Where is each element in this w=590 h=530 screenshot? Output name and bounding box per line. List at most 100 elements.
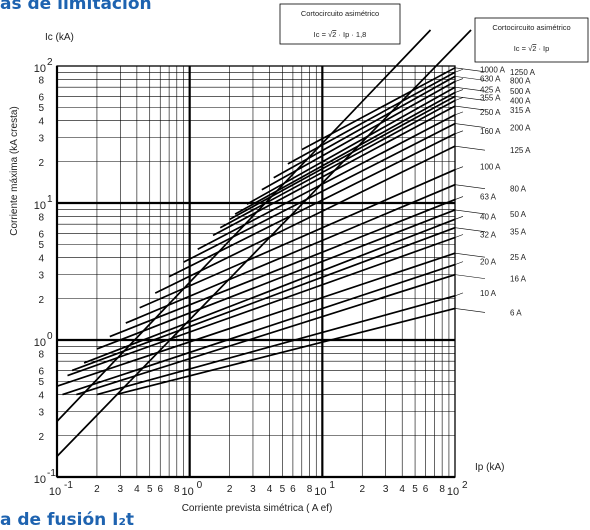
curve-leader <box>454 76 486 81</box>
x-axis-label: Corriente prevista simétrica ( A ef) <box>182 503 333 514</box>
curve-label: 100 A <box>480 163 501 172</box>
x-tick-label: 8 <box>439 484 445 495</box>
x-tick-exponent: 1 <box>329 480 335 491</box>
x-tick-exponent: 0 <box>197 480 203 491</box>
y-tick-label: 5 <box>38 240 44 251</box>
y-tick-label: 5 <box>38 103 44 114</box>
fuse-curve <box>301 67 456 151</box>
fuse-curve <box>154 145 456 294</box>
y-tick-label: 4 <box>38 117 44 128</box>
curve-label: 1250 A <box>510 68 536 77</box>
section-heading-top: as de limitación <box>0 0 152 14</box>
y-tick-label: 2 <box>38 158 44 169</box>
x-tick-label: 10 <box>447 486 459 498</box>
x-tick-label: 4 <box>267 484 273 495</box>
x-tick-label: 5 <box>280 484 286 495</box>
curve-label: 6 A <box>510 308 522 317</box>
y-tick-label: 3 <box>38 271 44 282</box>
curve-label: 40 A <box>480 212 497 221</box>
x-tick-label: 2 <box>227 484 233 495</box>
curve-label: 160 A <box>480 127 501 136</box>
y-tick-label: 5 <box>38 377 44 388</box>
curve-leader <box>454 111 464 116</box>
fuse-curve <box>139 168 456 309</box>
fuse-curve <box>246 86 456 205</box>
y-tick-label: 3 <box>38 408 44 419</box>
curve-label: 63 A <box>480 193 497 202</box>
fuse-curve <box>109 198 456 338</box>
curve-leader <box>454 234 464 238</box>
y-axis-label: Corriente máxima (kA cresta) <box>9 106 20 235</box>
curve-leader <box>454 292 464 297</box>
x-tick-label: 5 <box>147 484 153 495</box>
fuse-curve <box>76 273 456 396</box>
curve-leader <box>454 166 464 170</box>
asymptote-lines <box>56 29 472 457</box>
fuse-curve <box>125 183 456 324</box>
curve-label: 500 A <box>510 87 531 96</box>
plot-frame <box>56 65 456 478</box>
asymptote-line <box>56 29 472 457</box>
curve-labels: 6 A 10 A 16 A 20 A 25 A 32 A 35 A 40 A 50 A 63 A 8… <box>454 65 536 317</box>
y-tick-label: 6 <box>38 366 44 377</box>
curve-leader <box>454 184 486 190</box>
x-tick-label: 5 <box>412 484 418 495</box>
fuse-curve <box>96 209 456 350</box>
y-tick-label: 8 <box>38 75 44 86</box>
curve-label: 50 A <box>510 210 527 219</box>
y-tick-label: 3 <box>38 134 44 145</box>
x-unit-label: Ip (kA) <box>475 462 504 473</box>
curve-label: 250 A <box>480 108 501 117</box>
x-tick-label: 2 <box>359 484 365 495</box>
x-tick-label: 6 <box>290 484 296 495</box>
curve-leader <box>454 105 486 111</box>
curve-label: 800 A <box>510 76 531 85</box>
fuse-curve <box>56 252 456 388</box>
curve-label: 630 A <box>480 75 501 84</box>
fuse-curve <box>67 236 456 377</box>
y-tick-label: 2 <box>38 295 44 306</box>
x-tick-label: 10 <box>182 486 194 498</box>
curve-label: 35 A <box>510 228 527 237</box>
curve-leader <box>454 86 486 92</box>
x-tick-label: 6 <box>423 484 429 495</box>
series-lines <box>56 67 456 396</box>
curve-label: 20 A <box>480 258 497 267</box>
fuse-curve <box>229 95 456 221</box>
fuse-curve <box>71 226 456 372</box>
curve-leader <box>454 67 486 73</box>
curve-leader <box>454 227 486 233</box>
y-tick-label: 10 <box>34 337 46 349</box>
x-tick-label: 8 <box>307 484 313 495</box>
asymptote-note-formula: Ic = √2 · Ip · 1,8 <box>314 30 367 39</box>
asymptote-notes: Cortocircuito asimétrico Ic = √2 · Ip · 1… <box>279 3 589 63</box>
y-tick-label: 4 <box>38 254 44 265</box>
curve-leader <box>454 78 464 82</box>
curve-label: 425 A <box>480 86 501 95</box>
curve-leader <box>454 123 486 128</box>
asymptote-note-box <box>474 17 589 63</box>
fuse-curve <box>273 75 456 179</box>
y-tick-label: 8 <box>38 349 44 360</box>
curve-leader <box>454 274 486 279</box>
y-tick-label: 10 <box>34 200 46 212</box>
curve-label: 10 A <box>480 289 497 298</box>
y-unit-label: Ic (kA) <box>45 32 74 43</box>
curve-label: 200 A <box>510 124 531 133</box>
fuse-curve <box>168 133 456 278</box>
curve-leader <box>454 97 464 101</box>
asymptote-note-title: Cortocircuito asimétrico <box>492 23 570 32</box>
curve-leader <box>454 68 464 73</box>
fuse-curve <box>219 99 456 229</box>
grid <box>55 65 456 479</box>
curve-leader <box>454 308 486 313</box>
y-tick-exponent: -1 <box>47 468 56 479</box>
y-tick-exponent: 2 <box>47 57 53 68</box>
fuse-curve <box>287 71 456 165</box>
x-tick-label: 6 <box>157 484 163 495</box>
fuse-curve <box>183 122 456 263</box>
x-tick-label: 10 <box>314 486 326 498</box>
fuse-curve <box>212 105 456 237</box>
